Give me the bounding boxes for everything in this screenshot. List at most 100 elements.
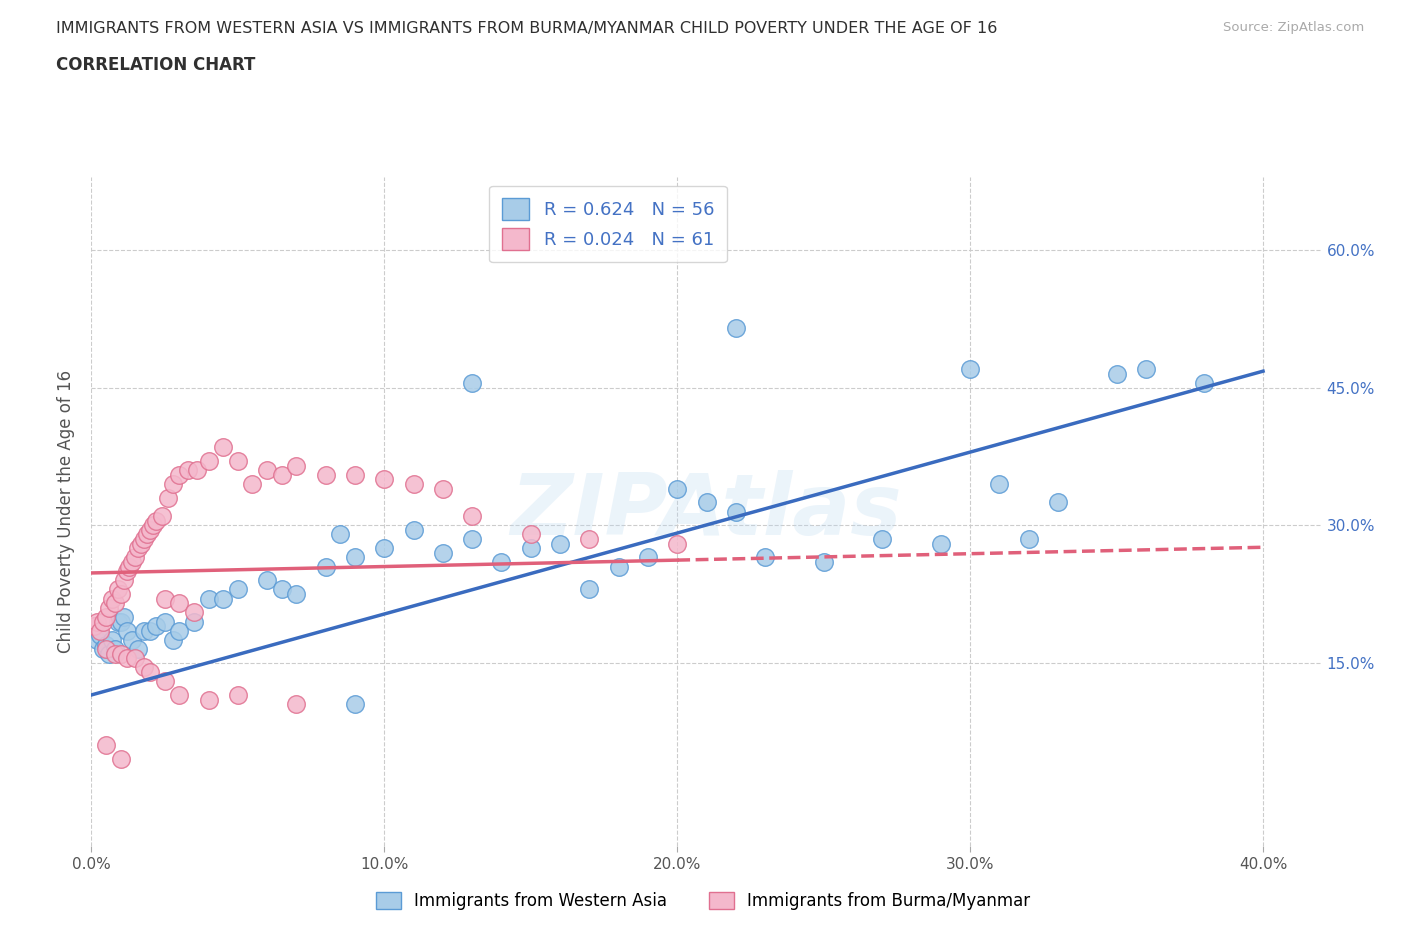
Text: ZIPAtlas: ZIPAtlas (510, 470, 903, 553)
Point (1105, 366, 1128, 381)
Point (136, 527, 159, 542)
Point (578, 532, 600, 547)
Point (110, 587, 132, 602)
Point (94, 609, 117, 624)
Point (343, 697, 366, 711)
Point (666, 481, 689, 496)
Point (929, 537, 952, 551)
Point (226, 454, 249, 469)
Point (226, 582, 249, 597)
Point (153, 673, 176, 688)
Point (988, 476, 1011, 491)
Point (402, 523, 425, 538)
Point (145, 513, 167, 528)
Point (83, 618, 105, 633)
Point (124, 651, 146, 666)
Point (270, 582, 292, 597)
Point (139, 665, 162, 680)
Text: IMMIGRANTS FROM WESTERN ASIA VS IMMIGRANTS FROM BURMA/MYANMAR CHILD POVERTY UNDE: IMMIGRANTS FROM WESTERN ASIA VS IMMIGRAN… (56, 21, 998, 36)
Point (461, 376, 484, 391)
Point (432, 481, 454, 496)
Point (107, 614, 129, 629)
Point (115, 623, 138, 638)
Point (578, 582, 600, 597)
Point (94, 738, 117, 753)
Point (256, 573, 278, 588)
Point (132, 532, 155, 547)
Point (132, 623, 155, 638)
Point (548, 537, 571, 551)
Point (329, 527, 352, 542)
Point (94, 642, 117, 657)
Point (607, 559, 630, 574)
Point (212, 440, 235, 455)
Point (1018, 532, 1040, 547)
Point (183, 604, 205, 619)
Point (1194, 376, 1216, 391)
Point (343, 550, 366, 565)
Point (104, 596, 127, 611)
Point (124, 550, 146, 565)
Point (870, 532, 894, 547)
Point (461, 532, 484, 547)
Point (91, 642, 114, 657)
Point (373, 472, 395, 486)
Point (104, 646, 127, 661)
Point (343, 468, 366, 483)
Point (724, 321, 747, 336)
Legend: Immigrants from Western Asia, Immigrants from Burma/Myanmar: Immigrants from Western Asia, Immigrants… (370, 885, 1036, 917)
Point (153, 591, 176, 606)
Point (315, 559, 337, 574)
Point (169, 468, 191, 483)
Point (104, 642, 127, 657)
Point (110, 614, 132, 629)
Point (112, 573, 135, 588)
Point (162, 476, 184, 491)
Point (373, 540, 395, 555)
Point (142, 518, 165, 533)
Point (156, 490, 179, 505)
Point (112, 609, 135, 624)
Point (127, 642, 149, 657)
Point (132, 660, 155, 675)
Point (461, 509, 484, 524)
Point (139, 523, 162, 538)
Point (959, 362, 981, 377)
Point (150, 509, 173, 524)
Point (110, 751, 132, 766)
Point (145, 618, 167, 633)
Point (98, 601, 120, 616)
Point (813, 554, 835, 569)
Point (115, 564, 138, 578)
Point (98, 646, 120, 661)
Point (101, 591, 124, 606)
Point (186, 463, 208, 478)
Point (139, 623, 162, 638)
Legend: R = 0.624   N = 56, R = 0.024   N = 61: R = 0.624 N = 56, R = 0.024 N = 61 (489, 186, 727, 262)
Point (121, 554, 143, 569)
Point (637, 550, 659, 565)
Point (89, 623, 111, 638)
Point (315, 468, 337, 483)
Point (129, 537, 152, 551)
Point (519, 540, 541, 555)
Point (110, 646, 132, 661)
Point (432, 545, 454, 560)
Point (256, 463, 278, 478)
Point (754, 550, 776, 565)
Text: Source: ZipAtlas.com: Source: ZipAtlas.com (1223, 21, 1364, 34)
Point (169, 623, 191, 638)
Point (121, 632, 143, 647)
Point (285, 458, 308, 473)
Point (162, 632, 184, 647)
Point (89, 628, 111, 643)
Point (724, 504, 747, 519)
Point (86, 614, 108, 629)
Point (402, 476, 425, 491)
Point (169, 596, 191, 611)
Point (177, 463, 200, 478)
Point (226, 687, 249, 702)
Point (270, 468, 292, 483)
Text: CORRELATION CHART: CORRELATION CHART (56, 56, 256, 73)
Point (127, 540, 149, 555)
